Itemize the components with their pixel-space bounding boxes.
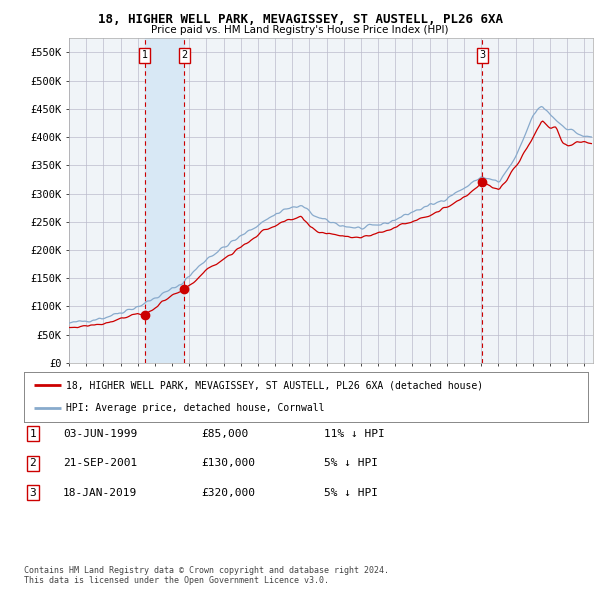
- Bar: [145, 38, 184, 363]
- Text: £85,000: £85,000: [201, 429, 248, 438]
- Text: £130,000: £130,000: [201, 458, 255, 468]
- Text: 5% ↓ HPI: 5% ↓ HPI: [324, 458, 378, 468]
- Text: 3: 3: [479, 50, 485, 60]
- Text: 2: 2: [29, 458, 37, 468]
- Text: Contains HM Land Registry data © Crown copyright and database right 2024.
This d: Contains HM Land Registry data © Crown c…: [24, 566, 389, 585]
- Text: £320,000: £320,000: [201, 488, 255, 497]
- Text: 3: 3: [29, 488, 37, 497]
- Text: Price paid vs. HM Land Registry's House Price Index (HPI): Price paid vs. HM Land Registry's House …: [151, 25, 449, 35]
- Text: 18, HIGHER WELL PARK, MEVAGISSEY, ST AUSTELL, PL26 6XA: 18, HIGHER WELL PARK, MEVAGISSEY, ST AUS…: [97, 13, 503, 26]
- Text: 5% ↓ HPI: 5% ↓ HPI: [324, 488, 378, 497]
- Text: 21-SEP-2001: 21-SEP-2001: [63, 458, 137, 468]
- Text: 18-JAN-2019: 18-JAN-2019: [63, 488, 137, 497]
- Text: 11% ↓ HPI: 11% ↓ HPI: [324, 429, 385, 438]
- Text: 1: 1: [29, 429, 37, 438]
- Text: HPI: Average price, detached house, Cornwall: HPI: Average price, detached house, Corn…: [66, 404, 325, 414]
- Text: 1: 1: [142, 50, 148, 60]
- Text: 18, HIGHER WELL PARK, MEVAGISSEY, ST AUSTELL, PL26 6XA (detached house): 18, HIGHER WELL PARK, MEVAGISSEY, ST AUS…: [66, 380, 484, 390]
- Text: 03-JUN-1999: 03-JUN-1999: [63, 429, 137, 438]
- Text: 2: 2: [181, 50, 188, 60]
